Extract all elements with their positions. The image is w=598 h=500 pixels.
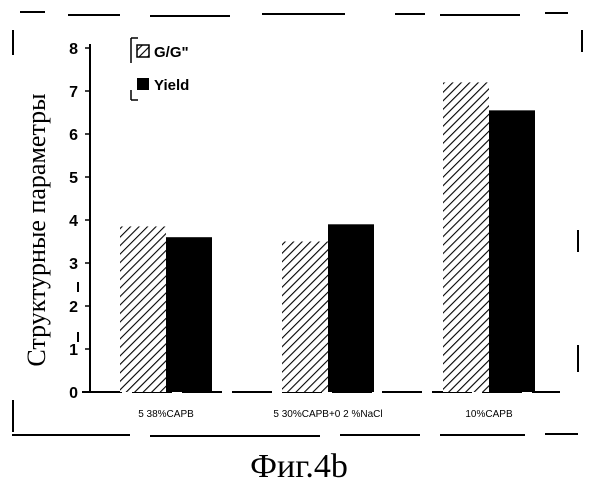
x-tick-label: 5 30%CAPB+0 2 %NaCl bbox=[273, 409, 382, 420]
x-tick-label: 10%CAPB bbox=[465, 409, 513, 420]
y-tick-label: 4 bbox=[69, 213, 78, 230]
bar-yield-2 bbox=[328, 224, 374, 392]
y-tick-label: 3 bbox=[69, 256, 78, 273]
bars bbox=[120, 82, 535, 392]
bar-gg-1 bbox=[120, 226, 166, 392]
y-tick-label: 7 bbox=[69, 84, 78, 101]
y-tick-label: 1 bbox=[69, 342, 78, 359]
bar-gg-2 bbox=[282, 242, 328, 393]
bar-yield-1 bbox=[166, 237, 212, 392]
x-tick-labels: 5 38%CAPB 5 30%CAPB+0 2 %NaCl 10%CAPB bbox=[138, 409, 513, 420]
x-tick-label: 5 38%CAPB bbox=[138, 409, 194, 420]
legend: G/G" Yield bbox=[131, 38, 189, 100]
y-tick-label: 2 bbox=[69, 299, 78, 316]
y-tick-label: 6 bbox=[69, 127, 78, 144]
legend-swatch-series-2 bbox=[137, 78, 149, 90]
bar-yield-3 bbox=[489, 110, 535, 392]
y-tick-label: 0 bbox=[69, 385, 78, 402]
bar-chart: 0 1 2 3 4 5 6 7 8 5 38%CAPB 5 30%CAPB+0 2 %NaCl 10… bbox=[0, 0, 598, 445]
bar-gg-3 bbox=[443, 82, 489, 392]
y-tick-label: 8 bbox=[69, 41, 78, 58]
legend-swatch-series-1 bbox=[137, 45, 149, 57]
figure-caption: Фиг.4b bbox=[0, 448, 598, 486]
legend-label-series-2: Yield bbox=[154, 77, 189, 94]
y-tick-label: 5 bbox=[69, 170, 78, 187]
legend-label-series-1: G/G" bbox=[154, 44, 189, 61]
y-axis-label: Структурные параметры bbox=[22, 93, 51, 366]
